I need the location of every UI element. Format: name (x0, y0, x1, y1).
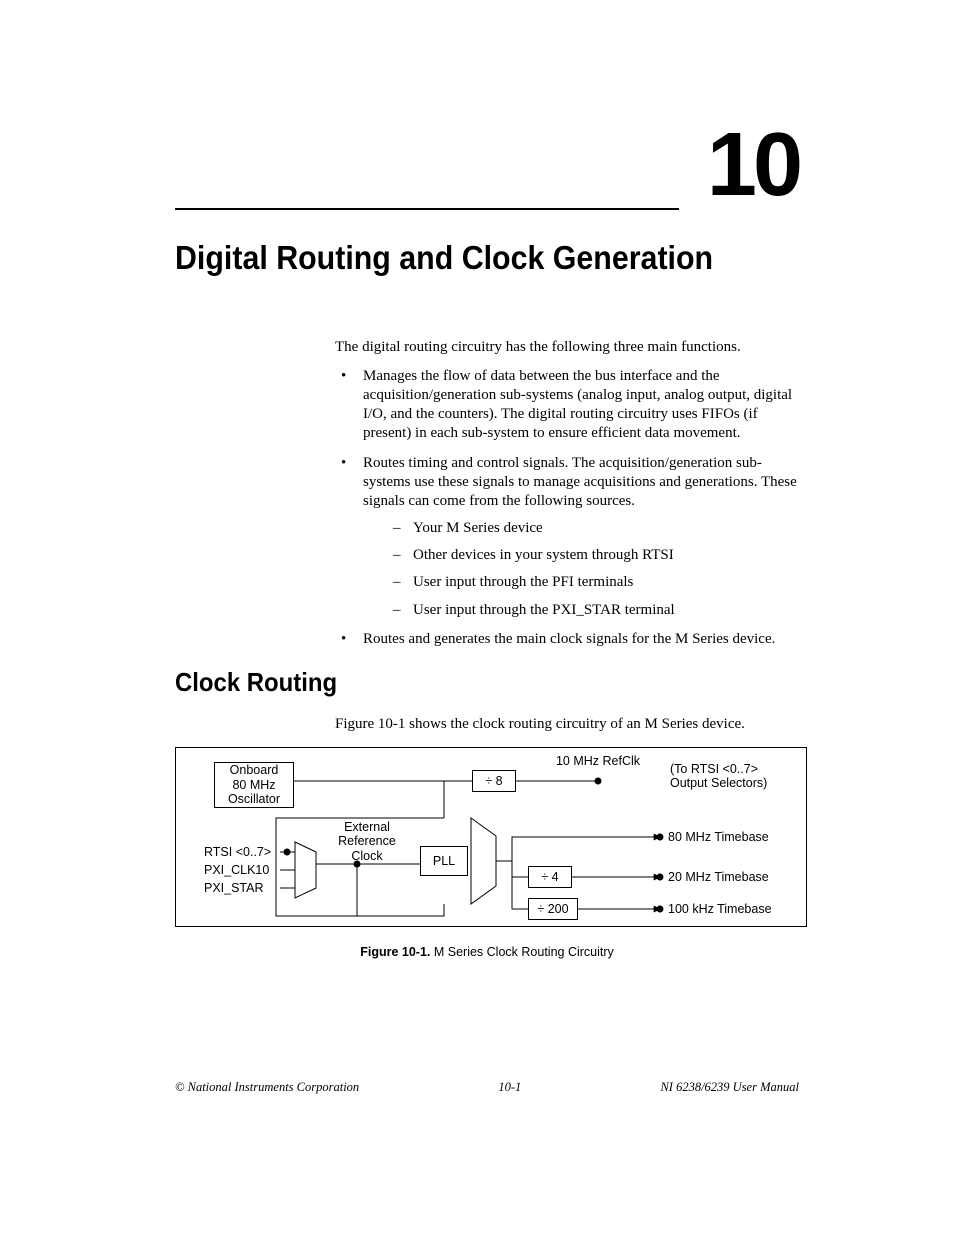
bullet-text: Routes timing and control signals. The a… (363, 455, 797, 509)
diagram-node-div8: ÷ 8 (472, 770, 516, 792)
diagram-junction-dot (595, 778, 602, 785)
sub-bullet-item: Your M Series device (363, 519, 799, 538)
bullet-item: Routes timing and control signals. The a… (335, 454, 799, 620)
sub-bullet-item: User input through the PFI terminals (363, 573, 799, 592)
footer-right: NI 6238/6239 User Manual (660, 1080, 799, 1095)
sub-bullet-item: User input through the PXI_STAR terminal (363, 601, 799, 620)
diagram-label-rtsi: RTSI <0..7> (204, 845, 294, 859)
diagram-label-to_rtsi: (To RTSI <0..7>Output Selectors) (670, 762, 800, 791)
diagram-node-osc: Onboard80 MHzOscillator (214, 762, 294, 808)
diagram-label-tb100: 100 kHz Timebase (668, 902, 798, 916)
diagram-junction-dot (657, 906, 664, 913)
body-text: The digital routing circuitry has the fo… (335, 338, 799, 649)
footer-left: © National Instruments Corporation (175, 1080, 359, 1095)
diagram-junction-dot (354, 861, 361, 868)
page-footer: © National Instruments Corporation 10-1 … (175, 1080, 799, 1095)
diagram-label-pxi_star: PXI_STAR (204, 881, 294, 895)
diagram-label-ext_ref: ExternalReferenceClock (322, 820, 412, 863)
figure-diagram: Onboard80 MHzOscillator ÷ 8 PLL ÷ 4 ÷ 200 10 … (175, 747, 807, 927)
diagram-node-div200: ÷ 200 (528, 898, 578, 920)
figure-intro: Figure 10-1 shows the clock routing circ… (335, 716, 799, 733)
footer-center: 10-1 (498, 1080, 521, 1095)
diagram-junction-dot (284, 849, 291, 856)
diagram-label-refclk: 10 MHz RefClk (538, 754, 658, 768)
intro-paragraph: The digital routing circuitry has the fo… (335, 338, 799, 357)
diagram-label-pxi_clk: PXI_CLK10 (204, 863, 294, 877)
diagram-node-div4: ÷ 4 (528, 866, 572, 888)
figure-caption: Figure 10-1. M Series Clock Routing Circ… (175, 945, 799, 959)
bullet-item: Routes and generates the main clock sign… (335, 630, 799, 649)
figure-caption-text: M Series Clock Routing Circuitry (430, 945, 613, 959)
bullet-item: Manages the flow of data between the bus… (335, 367, 799, 444)
chapter-title: Digital Routing and Clock Generation (175, 238, 749, 278)
chapter-rule (175, 208, 679, 210)
diagram-label-tb80: 80 MHz Timebase (668, 830, 798, 844)
diagram-junction-dot (657, 874, 664, 881)
section-heading: Clock Routing (175, 667, 749, 698)
chapter-number: 10 (707, 120, 799, 210)
diagram-junction-dot (657, 834, 664, 841)
sub-bullet-item: Other devices in your system through RTS… (363, 546, 799, 565)
diagram-label-tb20: 20 MHz Timebase (668, 870, 798, 884)
diagram-node-pll: PLL (420, 846, 468, 876)
figure-caption-number: Figure 10-1. (360, 945, 430, 959)
